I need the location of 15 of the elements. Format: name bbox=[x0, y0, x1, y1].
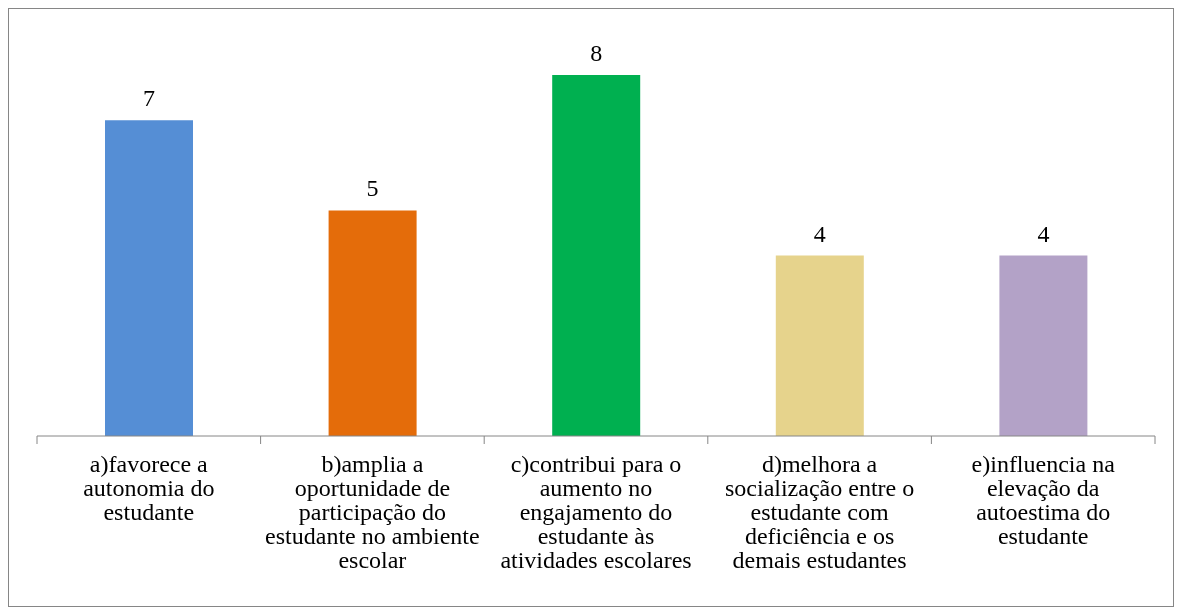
data-label: 5 bbox=[366, 175, 379, 202]
bar bbox=[775, 255, 864, 436]
bar bbox=[105, 120, 193, 436]
data-label: 4 bbox=[1037, 220, 1050, 247]
x-tick-label: e)influencia na elevação da autoestima do estudante bbox=[971, 451, 1116, 549]
data-label: 7 bbox=[143, 85, 155, 112]
x-tick-label: a)favorece a autonomia do estudante bbox=[83, 451, 215, 525]
x-tick-label: d)melhora a socialização entre o estudante com deficiência e os demais estudantes bbox=[724, 451, 915, 573]
bar bbox=[552, 75, 641, 436]
x-tick-label: c)contribui para o aumento no engajamento do estudante às atividades escolares bbox=[500, 451, 692, 573]
x-tick-label: b)amplia a oportunidade de participação do estudante no ambiente escolar bbox=[265, 451, 480, 573]
data-label: 8 bbox=[590, 40, 603, 67]
bar bbox=[328, 210, 417, 436]
bar bbox=[999, 255, 1088, 436]
data-label: 4 bbox=[813, 220, 826, 247]
